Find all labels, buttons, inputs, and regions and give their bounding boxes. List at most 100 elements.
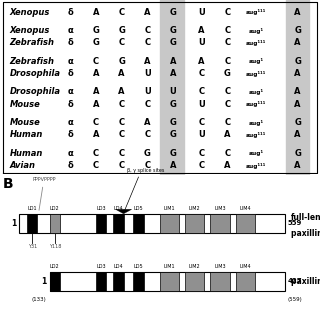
Text: A: A xyxy=(198,26,205,35)
Text: Xenopus: Xenopus xyxy=(10,8,50,17)
Text: G: G xyxy=(294,26,301,35)
Text: A: A xyxy=(224,131,230,140)
Text: LIM4: LIM4 xyxy=(239,264,251,269)
Text: U: U xyxy=(198,8,205,17)
Text: α: α xyxy=(67,149,73,158)
Text: paxillin α: paxillin α xyxy=(291,229,320,238)
Text: G: G xyxy=(92,38,100,47)
Text: Mouse: Mouse xyxy=(10,118,40,127)
Text: LD2: LD2 xyxy=(50,264,60,269)
Text: δ: δ xyxy=(67,100,73,109)
Text: LD3: LD3 xyxy=(96,264,106,269)
Text: C: C xyxy=(118,131,125,140)
Text: LD3: LD3 xyxy=(96,206,106,211)
Text: C: C xyxy=(144,131,150,140)
Text: G: G xyxy=(92,26,100,35)
Text: C: C xyxy=(144,100,150,109)
Bar xyxy=(236,272,255,291)
Text: C: C xyxy=(198,87,205,96)
Text: 1: 1 xyxy=(41,277,46,286)
Text: C: C xyxy=(224,100,230,109)
Text: aug¹: aug¹ xyxy=(248,58,264,64)
Text: C: C xyxy=(198,161,205,170)
Text: A: A xyxy=(170,161,176,170)
Text: aug¹¹¹: aug¹¹¹ xyxy=(246,40,266,46)
Text: A: A xyxy=(170,69,176,78)
Text: α: α xyxy=(67,57,73,66)
Text: A: A xyxy=(294,8,301,17)
Text: LIM3: LIM3 xyxy=(214,264,226,269)
Text: C: C xyxy=(93,161,99,170)
Text: Mouse: Mouse xyxy=(10,100,40,109)
Text: U: U xyxy=(144,69,151,78)
Text: A: A xyxy=(144,118,150,127)
Text: LD2: LD2 xyxy=(50,206,60,211)
Text: A: A xyxy=(118,87,125,96)
Text: aug¹¹¹: aug¹¹¹ xyxy=(246,101,266,107)
Text: C: C xyxy=(224,38,230,47)
Text: C: C xyxy=(224,8,230,17)
Text: C: C xyxy=(198,118,205,127)
Bar xyxy=(27,214,37,233)
Bar xyxy=(185,272,204,291)
Text: C: C xyxy=(144,26,150,35)
Text: LIM1: LIM1 xyxy=(164,206,175,211)
Text: LIM4: LIM4 xyxy=(239,206,251,211)
Text: δ: δ xyxy=(67,8,73,17)
Text: G: G xyxy=(294,149,301,158)
Text: U: U xyxy=(198,131,205,140)
Text: LD5: LD5 xyxy=(134,264,143,269)
Text: aug¹¹¹: aug¹¹¹ xyxy=(246,9,266,15)
Text: α: α xyxy=(67,118,73,127)
Text: G: G xyxy=(169,100,176,109)
Text: C: C xyxy=(93,57,99,66)
Bar xyxy=(96,214,106,233)
Text: 559: 559 xyxy=(288,220,302,226)
Text: U: U xyxy=(198,38,205,47)
Text: aug¹: aug¹ xyxy=(248,28,264,34)
Text: A: A xyxy=(144,57,150,66)
Text: C: C xyxy=(118,149,125,158)
Text: A: A xyxy=(294,87,301,96)
Text: A: A xyxy=(170,57,176,66)
Text: G: G xyxy=(118,57,125,66)
Text: Drosophila: Drosophila xyxy=(10,69,60,78)
Text: C: C xyxy=(118,118,125,127)
Text: 1: 1 xyxy=(11,219,16,228)
Text: LIM2: LIM2 xyxy=(189,264,201,269)
Text: LD4: LD4 xyxy=(114,206,123,211)
Text: β, γ splice sites: β, γ splice sites xyxy=(127,168,165,173)
Text: aug¹¹¹: aug¹¹¹ xyxy=(246,163,266,169)
Text: A: A xyxy=(294,100,301,109)
Bar xyxy=(133,272,143,291)
Bar xyxy=(96,272,106,291)
Text: C: C xyxy=(118,8,125,17)
Text: (133): (133) xyxy=(32,297,46,302)
Text: C: C xyxy=(118,161,125,170)
Text: C: C xyxy=(224,118,230,127)
Text: U: U xyxy=(198,100,205,109)
Text: PPPVPPPP: PPPVPPPP xyxy=(32,177,56,210)
Text: U: U xyxy=(169,87,176,96)
Text: A: A xyxy=(93,100,99,109)
Bar xyxy=(50,272,285,291)
Text: A: A xyxy=(198,57,205,66)
Text: C: C xyxy=(93,149,99,158)
Text: G: G xyxy=(144,149,151,158)
Text: 427: 427 xyxy=(288,278,303,284)
Text: Zebrafish: Zebrafish xyxy=(10,38,55,47)
Text: α: α xyxy=(67,87,73,96)
Text: full-length: full-length xyxy=(291,213,320,222)
Text: C: C xyxy=(144,161,150,170)
Text: LD5: LD5 xyxy=(134,206,143,211)
Text: Drosophila: Drosophila xyxy=(10,87,60,96)
Text: paxillin δ: paxillin δ xyxy=(291,277,320,286)
Text: C: C xyxy=(118,38,125,47)
Text: Human: Human xyxy=(10,131,43,140)
Text: G: G xyxy=(294,118,301,127)
Text: Human: Human xyxy=(10,149,43,158)
Text: Y118: Y118 xyxy=(49,244,61,249)
Text: Y31: Y31 xyxy=(28,244,37,249)
Text: A: A xyxy=(93,87,99,96)
Text: C: C xyxy=(224,26,230,35)
